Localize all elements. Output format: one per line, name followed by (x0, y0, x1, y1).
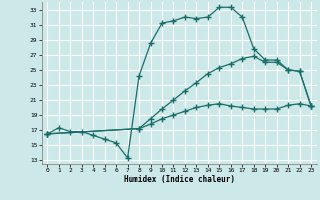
X-axis label: Humidex (Indice chaleur): Humidex (Indice chaleur) (124, 175, 235, 184)
